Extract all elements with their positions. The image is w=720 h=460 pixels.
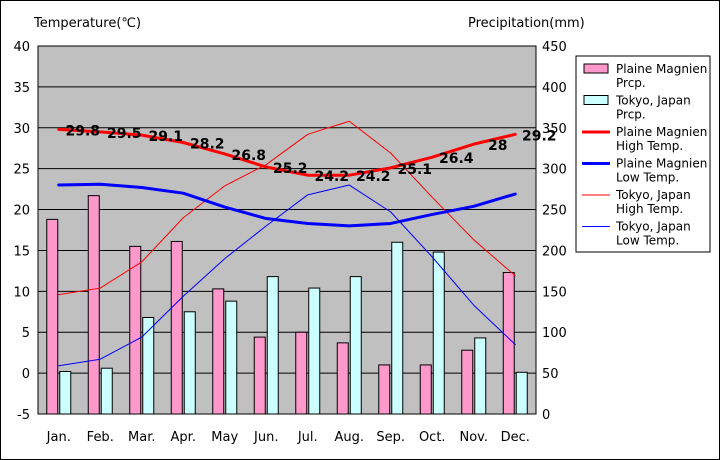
right-tick-label: 450 xyxy=(542,40,567,55)
legend-label: Prcp. xyxy=(616,76,646,90)
bar-plaine-prcp xyxy=(212,288,225,415)
right-tick-label: 0 xyxy=(542,408,550,423)
bar-tokyo-prcp xyxy=(474,337,487,415)
plaine-low-line xyxy=(57,182,517,228)
bar-plaine-prcp xyxy=(419,364,432,415)
right-tick-label: 50 xyxy=(542,367,559,382)
x-tick-label: Sep. xyxy=(376,430,405,445)
data-label: 26.4 xyxy=(439,151,474,167)
data-label: 25.2 xyxy=(273,161,308,177)
bar-tokyo-prcp xyxy=(183,311,196,415)
bar-tokyo-prcp xyxy=(225,300,238,415)
bar-plaine-prcp xyxy=(129,245,142,415)
data-label: 26.8 xyxy=(231,148,266,164)
bar-tokyo-prcp xyxy=(142,317,155,415)
data-label: 29.2 xyxy=(522,128,557,144)
bar-plaine-prcp xyxy=(253,336,266,415)
bar-plaine-prcp xyxy=(87,195,100,415)
data-label: 29.8 xyxy=(65,123,100,139)
data-label: 24.2 xyxy=(314,169,349,185)
bar-plaine-prcp xyxy=(295,331,308,415)
left-tick-label: -5 xyxy=(17,408,30,423)
data-label: 28 xyxy=(488,138,507,154)
bar-tokyo-prcp xyxy=(432,251,445,415)
bar-tokyo-prcp xyxy=(391,241,404,415)
x-tick-label: Aug. xyxy=(334,430,364,445)
legend-label: Low Temp. xyxy=(616,234,679,248)
right-tick-label: 400 xyxy=(542,81,567,96)
left-tick-label: 40 xyxy=(13,40,30,55)
x-tick-label: Mar. xyxy=(128,430,155,445)
data-label: 25.1 xyxy=(397,162,432,178)
bar-plaine-prcp xyxy=(378,364,391,415)
bar-plaine-prcp xyxy=(46,218,59,415)
legend-label: High Temp. xyxy=(616,202,683,216)
right-tick-label: 200 xyxy=(542,244,567,259)
left-tick-label: 35 xyxy=(13,81,30,96)
left-tick-label: 30 xyxy=(13,122,30,137)
bar-tokyo-prcp xyxy=(266,276,279,415)
x-tick-label: Oct. xyxy=(419,430,446,445)
bar-tokyo-prcp xyxy=(59,370,72,415)
left-tick-label: 0 xyxy=(22,367,30,382)
legend-label: Tokyo, Japan xyxy=(615,188,691,202)
legend-label: Plaine Magnien xyxy=(616,62,707,76)
plot-area xyxy=(37,45,537,415)
x-tick-label: Dec. xyxy=(501,430,530,445)
x-tick-label: Jun. xyxy=(253,430,278,445)
right-tick-label: 300 xyxy=(542,163,567,178)
right-tick-label: 150 xyxy=(542,285,567,300)
bar-plaine-prcp xyxy=(336,342,349,415)
data-label: 29.1 xyxy=(148,129,183,145)
legend-label: Tokyo, Japan xyxy=(615,94,691,108)
legend-label: Prcp. xyxy=(616,108,646,122)
bar-tokyo-prcp xyxy=(349,276,362,415)
data-label: 24.2 xyxy=(356,169,391,185)
x-tick-label: Jan. xyxy=(46,430,71,445)
left-tick-label: 15 xyxy=(13,244,30,259)
x-tick-label: Jul. xyxy=(297,430,318,445)
legend-label: Plaine Magnien xyxy=(616,157,707,171)
tokyo-high-line xyxy=(58,120,516,296)
right-tick-label: 100 xyxy=(542,326,567,341)
bar-tokyo-prcp xyxy=(308,287,321,415)
data-label: 28.2 xyxy=(190,136,225,152)
x-tick-label: Apr. xyxy=(171,430,196,445)
legend xyxy=(575,55,711,253)
right-tick-label: 350 xyxy=(542,122,567,137)
plaine-high-line xyxy=(57,127,517,177)
bar-tokyo-prcp xyxy=(100,367,113,415)
x-tick-label: May xyxy=(211,430,238,445)
left-axis-title: Temperature(℃) xyxy=(33,16,141,31)
x-tick-label: Feb. xyxy=(87,430,114,445)
x-tick-label: Nov. xyxy=(460,430,489,445)
left-tick-label: 5 xyxy=(22,326,30,341)
legend-label: Low Temp. xyxy=(616,171,679,185)
legend-label: Tokyo, Japan xyxy=(615,220,691,234)
bar-plaine-prcp xyxy=(170,240,183,415)
right-axis-title: Precipitation(mm) xyxy=(468,16,585,31)
bar-plaine-prcp xyxy=(461,349,474,415)
left-tick-label: 25 xyxy=(13,163,30,178)
data-label: 29.5 xyxy=(107,126,142,142)
legend-label: High Temp. xyxy=(616,139,683,153)
right-tick-label: 250 xyxy=(542,204,567,219)
legend-swatch xyxy=(583,63,609,74)
bar-tokyo-prcp xyxy=(515,371,528,415)
left-tick-label: 20 xyxy=(13,204,30,219)
tokyo-low-line xyxy=(58,184,516,367)
bar-plaine-prcp xyxy=(502,272,515,415)
legend-label: Plaine Magnien xyxy=(616,125,707,139)
left-tick-label: 10 xyxy=(13,285,30,300)
legend-swatch xyxy=(583,95,609,105)
